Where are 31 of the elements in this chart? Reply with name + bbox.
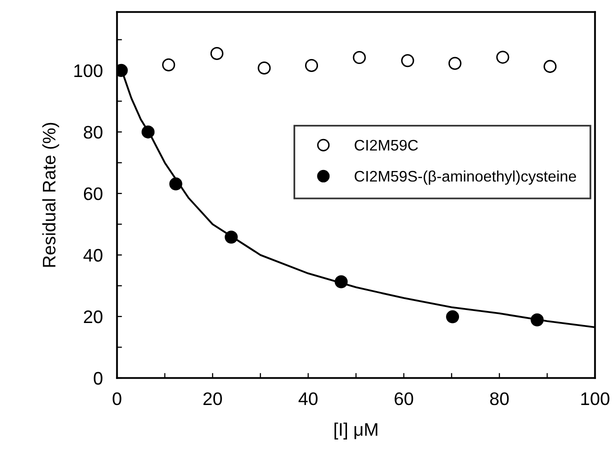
y-tick-label: 20 (84, 310, 102, 324)
legend-label: CI2M59C (354, 140, 418, 151)
legend-label: CI2M59S-(β-aminoethyl)cysteine (354, 170, 576, 185)
x-tick-label: 80 (490, 392, 509, 406)
x-tick-label: 0 (112, 392, 122, 406)
y-tick-label: 60 (84, 187, 102, 200)
x-tick-label: 100 (581, 392, 610, 406)
point (448, 56, 462, 70)
y-tick-label: 100 (74, 64, 102, 78)
y-tick-label: 40 (83, 248, 102, 262)
x-tick-label: 60 (394, 392, 414, 406)
point (224, 230, 238, 244)
point (544, 60, 557, 73)
point (142, 125, 155, 138)
point (496, 50, 510, 64)
point (258, 61, 271, 74)
point (162, 58, 176, 72)
point (169, 177, 182, 190)
x-tick-label: 40 (298, 392, 318, 406)
point (352, 51, 366, 64)
y-tick-label: 80 (84, 126, 102, 139)
point (446, 310, 460, 324)
y-axis-title: Residual Rate (%) (42, 122, 60, 267)
x-axis-title: [I] μM (334, 422, 378, 440)
y-tick-label: 0 (94, 372, 102, 385)
point (305, 59, 318, 72)
point (334, 275, 348, 288)
point (401, 54, 414, 68)
point (530, 313, 544, 326)
point (210, 47, 224, 60)
x-tick-label: 20 (203, 392, 222, 406)
